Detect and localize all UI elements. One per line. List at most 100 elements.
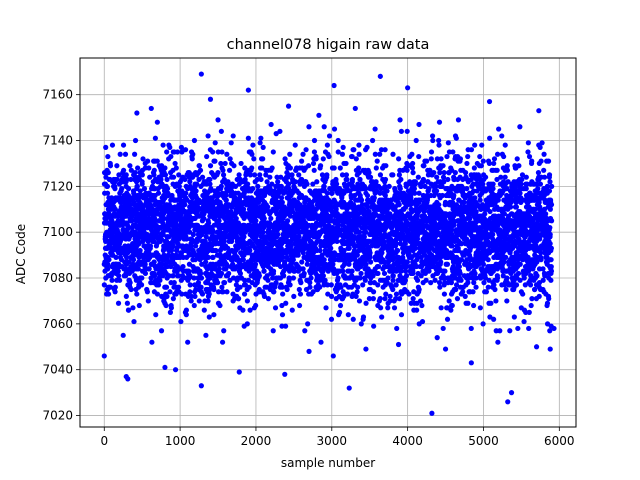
- data-point: [135, 266, 141, 272]
- data-point: [372, 126, 378, 132]
- data-point: [183, 307, 189, 313]
- data-point: [187, 282, 193, 288]
- data-point: [152, 218, 158, 224]
- data-point: [331, 165, 337, 171]
- data-point: [221, 328, 227, 334]
- data-point: [358, 321, 364, 327]
- data-point: [125, 192, 131, 199]
- data-point: [162, 165, 168, 171]
- data-point: [130, 257, 137, 263]
- data-point: [357, 176, 363, 183]
- data-point: [230, 133, 236, 139]
- data-point: [278, 195, 285, 201]
- data-point: [473, 284, 479, 290]
- data-point: [305, 321, 311, 327]
- data-point: [338, 284, 344, 290]
- data-point: [446, 298, 452, 304]
- data-point: [189, 156, 195, 162]
- data-point: [158, 236, 164, 242]
- data-point: [119, 186, 125, 192]
- data-point: [232, 183, 239, 189]
- data-point: [472, 142, 478, 148]
- data-point: [363, 261, 369, 267]
- data-point: [224, 151, 230, 157]
- data-point: [168, 263, 174, 270]
- data-point: [284, 286, 290, 293]
- data-point: [265, 204, 271, 210]
- data-point: [268, 215, 274, 222]
- data-point: [472, 270, 478, 277]
- data-point: [220, 172, 227, 178]
- data-point: [414, 307, 420, 313]
- data-point: [292, 142, 298, 148]
- data-point: [254, 176, 260, 183]
- data-point: [225, 179, 231, 185]
- data-point: [221, 238, 227, 244]
- data-point: [237, 270, 243, 277]
- data-point: [160, 142, 166, 148]
- data-point: [453, 135, 459, 141]
- data-point: [167, 289, 173, 295]
- data-point: [107, 163, 114, 169]
- data-point: [160, 231, 166, 238]
- data-point: [165, 192, 171, 199]
- data-point: [170, 273, 176, 279]
- data-point: [180, 263, 186, 270]
- data-point: [188, 298, 194, 304]
- data-point: [378, 305, 384, 311]
- data-point: [438, 259, 444, 265]
- data-point: [367, 250, 373, 256]
- data-point: [317, 247, 323, 254]
- data-point: [218, 183, 224, 189]
- data-point: [351, 147, 357, 153]
- data-point: [432, 277, 438, 283]
- data-point: [394, 325, 400, 332]
- data-point: [101, 282, 107, 288]
- data-point: [441, 291, 448, 297]
- data-point: [222, 160, 228, 167]
- data-point: [246, 284, 252, 290]
- data-point: [210, 254, 216, 260]
- data-point: [393, 291, 400, 297]
- data-point: [164, 186, 171, 192]
- data-point: [122, 151, 129, 157]
- data-point: [198, 275, 205, 281]
- data-point: [360, 314, 367, 320]
- data-point: [371, 323, 377, 329]
- data-point: [406, 291, 412, 297]
- data-point: [326, 133, 333, 139]
- data-point: [270, 149, 276, 155]
- data-point: [225, 245, 231, 251]
- data-point: [303, 147, 309, 153]
- data-point: [471, 280, 477, 286]
- data-point: [112, 289, 118, 295]
- data-point: [170, 243, 176, 249]
- data-point: [450, 149, 456, 155]
- data-point: [244, 321, 250, 327]
- data-point: [324, 142, 330, 148]
- data-point: [460, 289, 466, 295]
- data-point: [326, 153, 332, 160]
- data-point: [417, 298, 424, 304]
- data-point: [295, 252, 301, 258]
- data-point: [182, 202, 188, 208]
- data-point: [357, 229, 363, 235]
- data-point: [210, 149, 216, 155]
- data-point: [109, 277, 115, 283]
- data-point: [182, 147, 189, 153]
- data-point: [456, 263, 462, 270]
- data-point: [440, 163, 446, 169]
- data-point: [146, 165, 152, 171]
- data-point: [321, 257, 327, 263]
- data-point: [191, 275, 197, 281]
- data-point: [477, 153, 483, 160]
- data-point: [377, 296, 383, 302]
- data-point: [168, 305, 174, 311]
- data-point: [163, 302, 169, 309]
- data-point: [375, 282, 381, 288]
- data-point: [300, 250, 306, 256]
- data-point: [287, 165, 293, 171]
- data-point: [296, 172, 302, 178]
- data-point: [171, 280, 177, 286]
- data-point: [440, 325, 446, 332]
